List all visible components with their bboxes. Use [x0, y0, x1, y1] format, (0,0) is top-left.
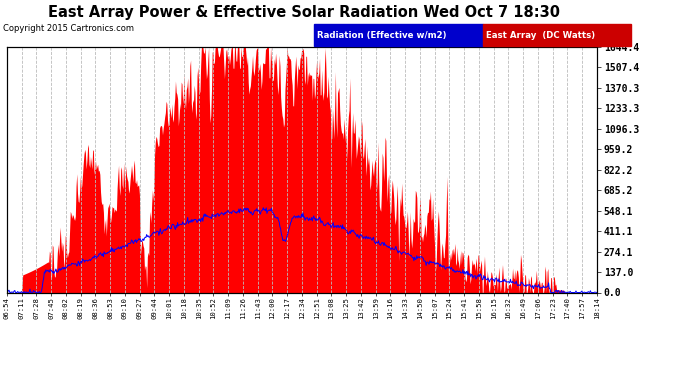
Text: Radiation (Effective w/m2): Radiation (Effective w/m2)	[317, 31, 446, 40]
Text: East Array Power & Effective Solar Radiation Wed Oct 7 18:30: East Array Power & Effective Solar Radia…	[48, 5, 560, 20]
Text: East Array  (DC Watts): East Array (DC Watts)	[486, 31, 595, 40]
Text: Copyright 2015 Cartronics.com: Copyright 2015 Cartronics.com	[3, 24, 135, 33]
